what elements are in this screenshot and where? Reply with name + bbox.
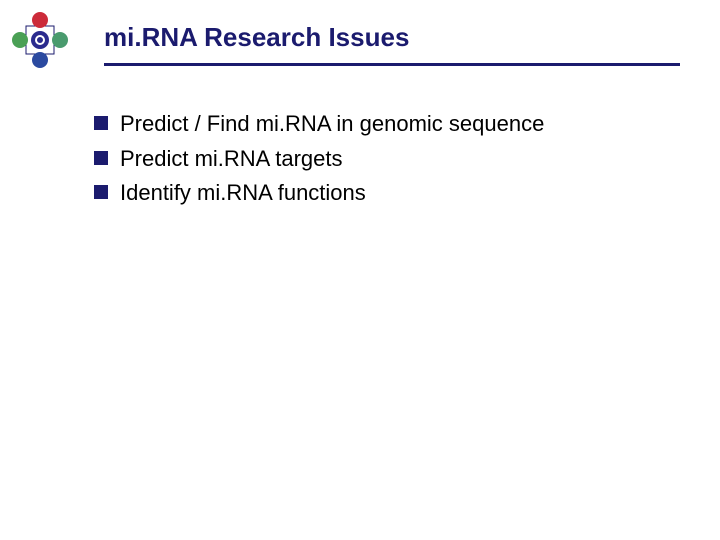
square-bullet-icon [94,116,108,130]
title-divider [104,63,680,66]
institution-logo [12,12,68,68]
list-item: Identify mi.RNA functions [94,179,680,208]
square-bullet-icon [94,185,108,199]
list-item: Predict / Find mi.RNA in genomic sequenc… [94,110,680,139]
bullet-text: Predict / Find mi.RNA in genomic sequenc… [120,110,544,139]
slide-header: mi.RNA Research Issues [104,22,680,66]
list-item: Predict mi.RNA targets [94,145,680,174]
square-bullet-icon [94,151,108,165]
bullet-text: Predict mi.RNA targets [120,145,343,174]
slide-title: mi.RNA Research Issues [104,22,680,61]
bullet-text: Identify mi.RNA functions [120,179,366,208]
slide-content: Predict / Find mi.RNA in genomic sequenc… [94,110,680,214]
